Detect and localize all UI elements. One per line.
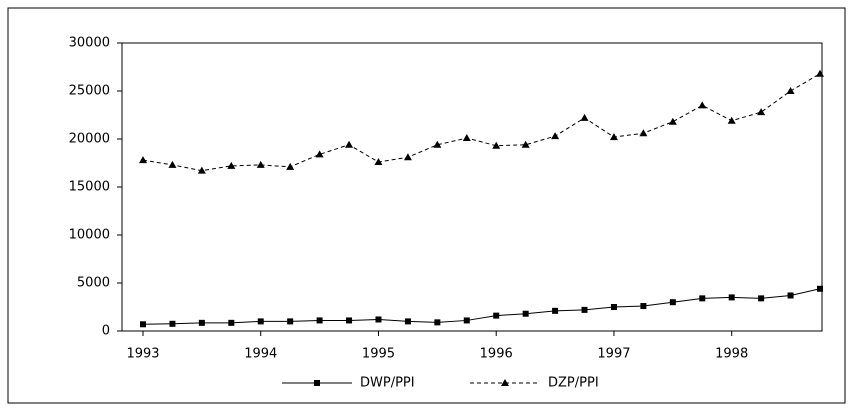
x-tick-label: 1995 <box>362 347 395 362</box>
data-point <box>757 108 766 116</box>
data-point <box>610 304 617 310</box>
data-point <box>345 140 354 148</box>
data-point <box>375 316 382 323</box>
data-point <box>287 318 294 325</box>
y-tick-label: 20000 <box>69 132 110 147</box>
data-point <box>197 166 206 174</box>
y-tick-label: 10000 <box>69 228 110 243</box>
data-point <box>817 285 823 292</box>
data-point <box>581 306 588 313</box>
series-line <box>142 73 821 172</box>
data-point <box>374 158 383 166</box>
data-point <box>228 319 235 326</box>
data-point <box>493 312 500 319</box>
data-point <box>786 87 795 94</box>
data-point <box>609 133 618 141</box>
data-point <box>728 294 735 301</box>
data-point <box>580 113 589 121</box>
data-point <box>727 116 736 124</box>
data-point <box>669 299 676 306</box>
data-point <box>551 132 560 140</box>
data-point <box>257 318 264 325</box>
x-tick-label: 1993 <box>126 347 159 362</box>
data-point <box>699 295 706 302</box>
legend-label: DZP/PPI <box>548 376 599 391</box>
data-point <box>316 317 323 324</box>
x-tick-label: 1997 <box>597 347 630 362</box>
data-point <box>433 140 442 148</box>
data-point <box>315 150 324 158</box>
plot-frame <box>121 42 823 332</box>
data-point <box>521 140 530 148</box>
data-point <box>139 156 147 164</box>
chart-frame <box>7 7 846 404</box>
data-point <box>639 129 648 137</box>
data-point <box>403 153 412 161</box>
data-point <box>698 101 707 109</box>
series-line <box>142 288 821 325</box>
data-point <box>492 141 501 149</box>
data-point <box>816 69 824 77</box>
data-point <box>256 160 265 168</box>
x-tick-label: 1996 <box>480 347 513 362</box>
data-point <box>462 134 471 142</box>
data-point <box>787 292 794 299</box>
data-point <box>346 317 353 324</box>
data-point <box>640 303 647 310</box>
data-point <box>227 161 236 169</box>
data-point <box>198 319 205 326</box>
data-point <box>668 117 677 125</box>
y-tick-label: 15000 <box>69 180 110 195</box>
x-tick-label: 1998 <box>715 347 748 362</box>
data-point <box>169 320 176 327</box>
data-point <box>552 307 559 314</box>
x-tick-label: 1994 <box>244 347 277 362</box>
data-point <box>501 379 509 386</box>
y-tick-label: 25000 <box>69 84 110 99</box>
data-point <box>758 295 765 302</box>
data-point <box>463 317 470 324</box>
y-tick-label: 0 <box>102 324 110 339</box>
data-point <box>434 319 441 326</box>
y-tick-label: 30000 <box>69 36 110 51</box>
data-point <box>404 318 411 325</box>
data-point <box>286 162 295 170</box>
y-tick-label: 5000 <box>77 276 110 291</box>
data-point <box>168 160 177 168</box>
data-point <box>314 380 320 386</box>
legend-label: DWP/PPI <box>360 376 415 391</box>
data-point <box>140 321 146 328</box>
data-point <box>522 310 529 317</box>
